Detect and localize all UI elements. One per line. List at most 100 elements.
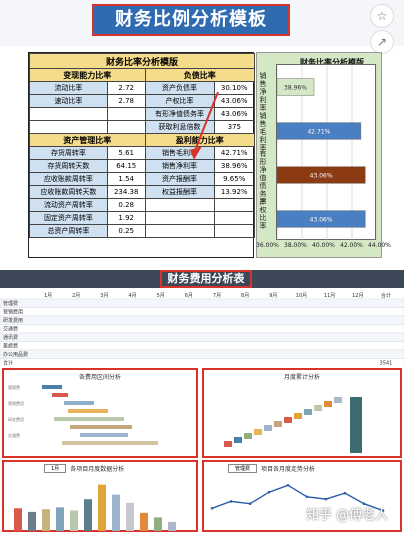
watermark: 知乎 @傅老人 bbox=[306, 508, 389, 523]
table-row bbox=[0, 332, 404, 342]
chart-plot-area: 38.96% 42.71% 43.06% 43.06% bbox=[276, 64, 378, 241]
month-header: 12月 bbox=[352, 293, 363, 299]
ratio-value[interactable]: 5.61 bbox=[106, 146, 146, 160]
line-point bbox=[324, 497, 328, 501]
line-point bbox=[305, 495, 309, 499]
ratio-label: 固定资产周转率 bbox=[29, 211, 108, 225]
ratio-value[interactable]: 1.54 bbox=[106, 172, 146, 186]
table-row bbox=[0, 307, 404, 317]
trend-line-chart bbox=[210, 484, 385, 512]
month-header: 5月 bbox=[157, 293, 165, 299]
panel-title: 各费用区间分析 bbox=[78, 374, 121, 381]
table-row bbox=[0, 349, 404, 359]
month-select[interactable]: 1月 bbox=[44, 464, 67, 473]
bar-mark bbox=[84, 499, 92, 531]
category-label: 销售毛利率 bbox=[259, 112, 267, 152]
section-debt: 负债比率 bbox=[144, 68, 256, 82]
month-header: 2月 bbox=[72, 293, 80, 299]
category-label: 产权比率 bbox=[259, 198, 267, 230]
table-row bbox=[0, 341, 404, 351]
ratio-value[interactable]: 0.25 bbox=[106, 224, 146, 238]
x-axis-ticks: 36.00% 38.00% 40.00% 42.00% 44.00% bbox=[256, 242, 391, 252]
ratio-value[interactable]: 1.92 bbox=[106, 211, 146, 225]
ratio-value[interactable]: 0.28 bbox=[106, 198, 146, 212]
ratio-label: 资产负债率 bbox=[144, 81, 215, 95]
bar-mark bbox=[140, 512, 148, 531]
bar-mark bbox=[276, 166, 366, 184]
line-point bbox=[362, 502, 366, 505]
line-point bbox=[229, 500, 233, 503]
expense-title: 财务费用分析表 bbox=[160, 270, 252, 288]
bar-mark bbox=[112, 494, 120, 531]
line-point bbox=[210, 507, 214, 510]
month-header: 9月 bbox=[269, 293, 277, 299]
bar-mark bbox=[14, 508, 22, 531]
bar-mark bbox=[126, 502, 134, 531]
panel-title: 各项目月度数据分析 bbox=[70, 466, 125, 473]
svg-text:营销费用: 营销费用 bbox=[8, 400, 24, 406]
month-header: 10月 bbox=[296, 293, 307, 299]
ratio-label: 存货周转天数 bbox=[29, 159, 108, 173]
ratio-sheet-title: 财务比率分析模版 bbox=[29, 53, 255, 69]
month-header: 7月 bbox=[213, 293, 221, 299]
bar-mark bbox=[98, 484, 106, 531]
bar-mark bbox=[70, 510, 78, 531]
row-label: 研发费用 bbox=[3, 317, 23, 324]
row-label: 营销费用 bbox=[3, 309, 23, 316]
svg-text:管理费: 管理费 bbox=[8, 384, 20, 390]
ratio-label: 资产报酬率 bbox=[144, 172, 215, 186]
line-point bbox=[286, 484, 290, 487]
bar-mark bbox=[168, 521, 176, 531]
category-label: 销售净利率 bbox=[259, 72, 267, 112]
ratio-label: 获取利息倍数 bbox=[144, 120, 215, 134]
ratio-label: 速动比率 bbox=[29, 94, 108, 108]
data-label: 42.71% bbox=[307, 129, 330, 136]
share-icon[interactable]: ↗ bbox=[370, 30, 394, 54]
bookmark-icon[interactable]: ☆ bbox=[370, 4, 394, 28]
row-label: 合计 bbox=[3, 360, 13, 367]
panel-cumulative: 月度累计分析 bbox=[202, 368, 402, 458]
line-point bbox=[267, 490, 271, 494]
row-label: 交通费 bbox=[3, 326, 18, 333]
item-select[interactable]: 管理费 bbox=[228, 464, 258, 473]
month-header: 合计 bbox=[381, 292, 391, 299]
bar-mark bbox=[154, 517, 162, 531]
table-row bbox=[0, 324, 404, 334]
ratio-value[interactable]: 234.38 bbox=[106, 185, 146, 199]
ratio-value[interactable]: 13.92% bbox=[213, 185, 255, 199]
expense-table: 1月 2月 3月 4月 5月 6月 7月 8月 9月 10月 11月 12月 合计 管理费 营销费用 研发费用… bbox=[0, 290, 404, 368]
panel-range-analysis: 各费用区间分析 管理费 营销费用 研发费用 交通费 bbox=[2, 368, 198, 458]
section-asset-mgmt: 资产管理比率 bbox=[29, 133, 146, 147]
row-label: 办公用品费 bbox=[3, 351, 28, 358]
x-tick-label: 42.00% bbox=[340, 242, 363, 249]
waterfall-chart bbox=[224, 397, 362, 453]
x-tick-label: 40.00% bbox=[312, 242, 335, 249]
ratio-label: 应收账款周转天数 bbox=[29, 185, 108, 199]
panel-title: 月度累计分析 bbox=[283, 374, 320, 381]
data-label: 43.06% bbox=[310, 173, 333, 180]
bar-mark bbox=[56, 507, 64, 531]
data-label: 38.96% bbox=[284, 85, 307, 92]
section-liquidity: 变现能力比率 bbox=[29, 68, 146, 82]
month-header: 1月 bbox=[44, 293, 52, 299]
bar-chart-svg: 38.96% 42.71% 43.06% 43.06% bbox=[276, 65, 378, 241]
ratio-value[interactable]: 2.78 bbox=[106, 94, 146, 108]
ratio-value[interactable]: 64.15 bbox=[106, 159, 146, 173]
table-row bbox=[0, 298, 404, 308]
series-line bbox=[211, 484, 384, 512]
ratio-value[interactable]: 9.65% bbox=[213, 172, 255, 186]
panel-trend: 管理费 项目各月度走势分析 bbox=[202, 460, 402, 532]
table-row bbox=[0, 315, 404, 325]
ratio-label: 产权比率 bbox=[144, 94, 215, 108]
row-label: 通讯费 bbox=[3, 334, 18, 341]
ratio-value[interactable]: 2.72 bbox=[106, 81, 146, 95]
month-header: 6月 bbox=[185, 293, 193, 299]
svg-text:研发费用: 研发费用 bbox=[8, 416, 24, 422]
row-label: 管理费 bbox=[3, 300, 18, 307]
ratio-label: 应收账款周转率 bbox=[29, 172, 108, 186]
banner-title: 财务比例分析模板 bbox=[92, 4, 290, 36]
ratio-label: 存货周转率 bbox=[29, 146, 108, 160]
monthly-bar-chart bbox=[14, 484, 176, 531]
ratio-label: 权益报酬率 bbox=[144, 185, 215, 199]
